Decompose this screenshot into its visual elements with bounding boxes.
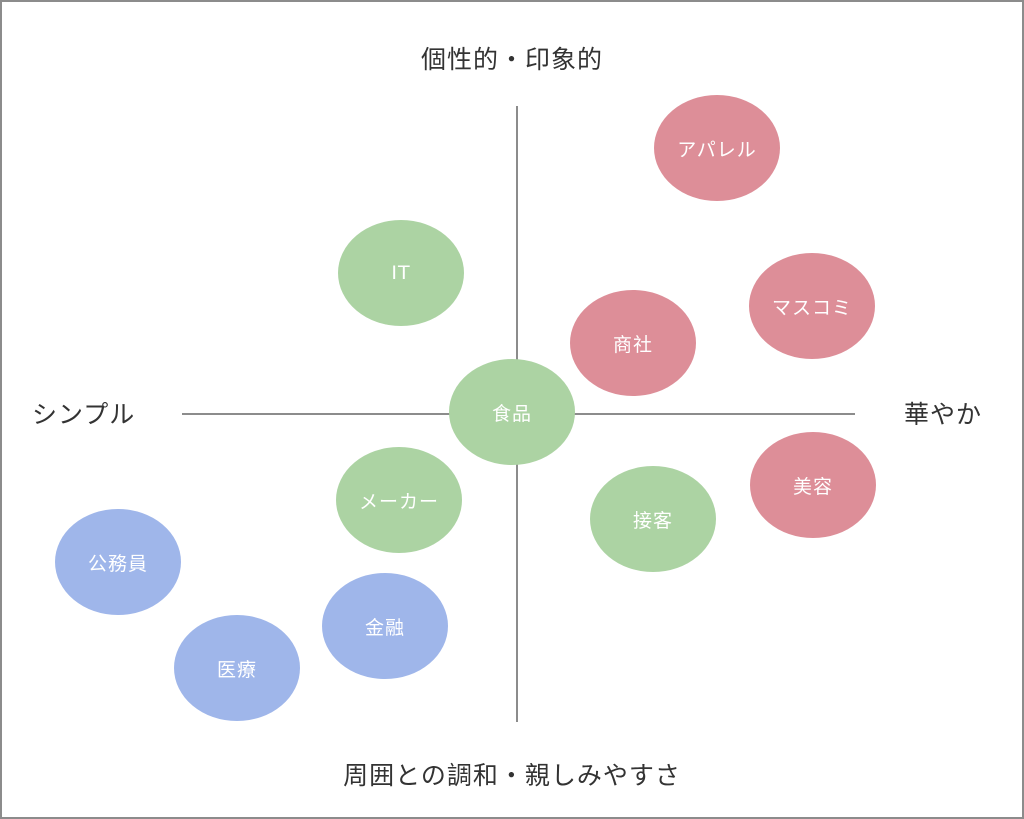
bubble-label: 美容 xyxy=(792,475,833,498)
bubble-label: 公務員 xyxy=(87,552,148,575)
bubble-it: IT xyxy=(338,220,464,326)
bubble-label: IT xyxy=(391,262,411,284)
bubble-label: 医療 xyxy=(216,658,257,681)
axis-label-left: シンプル xyxy=(32,400,136,429)
bubble-apparel: アパレル xyxy=(654,95,780,201)
bubble-finance: 金融 xyxy=(322,573,448,679)
bubble-label: 商社 xyxy=(612,333,653,356)
bubble-beauty: 美容 xyxy=(750,432,876,538)
bubble-label: マスコミ xyxy=(771,296,852,319)
bubble-label: 食品 xyxy=(491,402,532,425)
bubble-manufacturer: メーカー xyxy=(336,447,462,553)
axis-label-right: 華やか xyxy=(904,400,983,429)
axis-label-bottom: 周囲との調和・親しみやすさ xyxy=(343,761,681,790)
bubble-customer-service: 接客 xyxy=(590,466,716,572)
bubble-label: 接客 xyxy=(632,509,673,532)
bubble-label: アパレル xyxy=(677,138,757,161)
bubble-medical: 医療 xyxy=(174,615,300,721)
bubble-label: 金融 xyxy=(364,616,405,639)
bubble-trading-company: 商社 xyxy=(570,290,696,396)
bubble-civil-servant: 公務員 xyxy=(55,509,181,615)
bubble-label: メーカー xyxy=(358,490,439,513)
bubble-mass-media: マスコミ xyxy=(749,253,875,359)
bubble-food: 食品 xyxy=(449,359,575,465)
axis-label-top: 個性的・印象的 xyxy=(420,45,603,74)
